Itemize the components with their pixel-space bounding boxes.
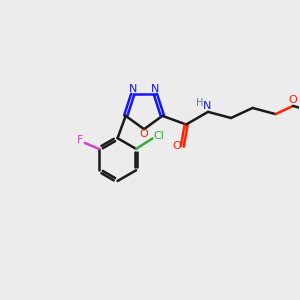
Text: N: N [128, 84, 137, 94]
Text: F: F [77, 135, 83, 145]
Text: N: N [202, 101, 211, 111]
Text: N: N [151, 84, 160, 94]
Text: Cl: Cl [154, 131, 164, 141]
Text: O: O [172, 141, 181, 152]
Text: H: H [196, 98, 204, 108]
Text: O: O [140, 129, 148, 139]
Text: O: O [289, 95, 297, 105]
